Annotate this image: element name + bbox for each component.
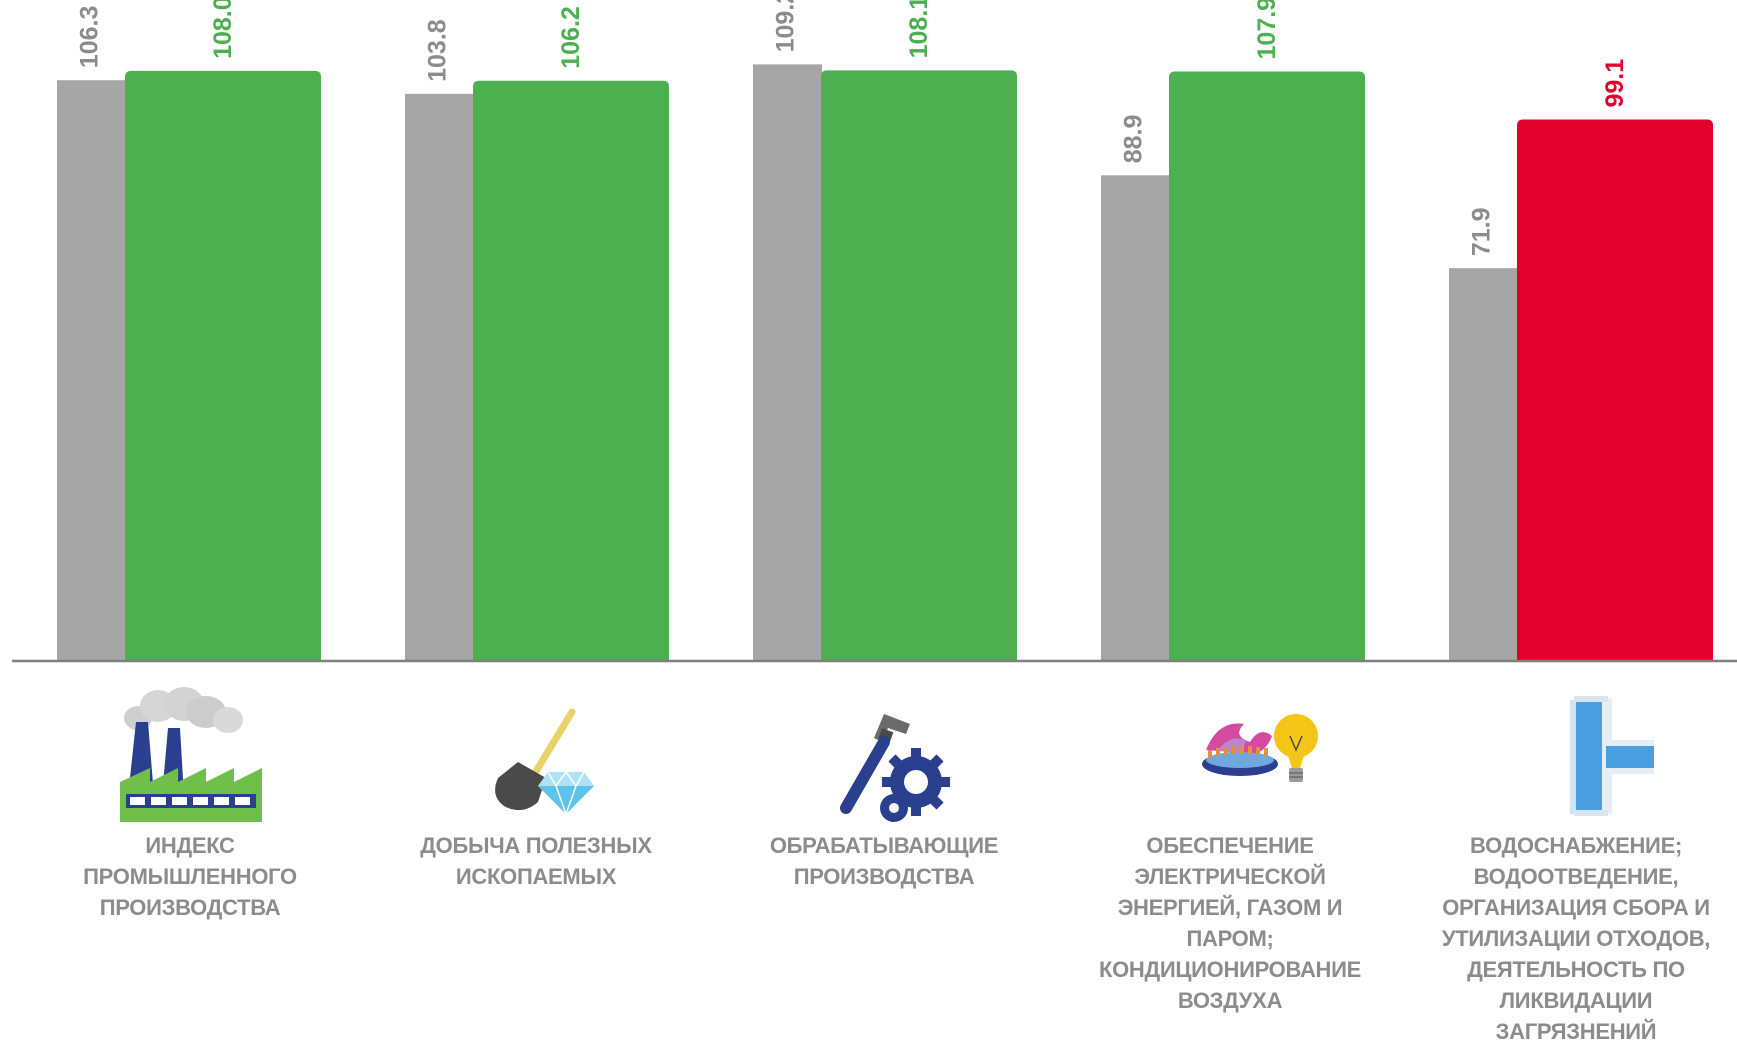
category-label-line: ЭЛЕКТРИЧЕСКОЙ xyxy=(1134,864,1326,889)
category-label-line: ВОЗДУХА xyxy=(1177,988,1283,1013)
bars-layer xyxy=(57,64,1713,662)
gas-burner-lightbulb-icon xyxy=(1202,714,1318,782)
category-label-line: ЗАГРЯЗНЕНИЙ xyxy=(1495,1019,1657,1044)
bar-current xyxy=(1169,71,1365,661)
water-pipe-icon xyxy=(1570,696,1654,816)
category-label-line: ПРОМЫШЛЕННОГО xyxy=(83,864,297,889)
category-label-line: ПРОИЗВОДСТВА xyxy=(793,864,975,889)
category-label-line: ПАРОМ; xyxy=(1186,926,1274,951)
value-labels-layer: 106.3 108.0 103.8 106.2 109.2 108.1 88.9 107.9 7… xyxy=(76,0,1630,256)
hammer-gear-icon xyxy=(840,714,950,822)
category-label: ОБРАБАТЫВАЮЩИЕ ПРОИЗВОДСТВА xyxy=(734,830,1034,892)
category-label-line: ДЕЯТЕЛЬНОСТЬ ПО xyxy=(1467,957,1685,982)
value-label-previous: 103.8 xyxy=(424,19,452,82)
value-label-current: 108.0 xyxy=(209,0,237,59)
value-label-current: 99.1 xyxy=(1601,59,1629,108)
category-label-line: ИСКОПАЕМЫХ xyxy=(455,864,617,889)
value-label-current: 106.2 xyxy=(557,6,585,69)
value-label-previous: 106.3 xyxy=(76,6,104,69)
category-label-line: ПРОИЗВОДСТВА xyxy=(99,895,281,920)
bar-previous xyxy=(405,93,474,662)
bar-current xyxy=(473,80,669,661)
bar-previous xyxy=(57,80,126,661)
category-label-line: УТИЛИЗАЦИИ ОТХОДОВ, xyxy=(1441,926,1711,951)
category-label: ДОБЫЧА ПОЛЕЗНЫХ ИСКОПАЕМЫХ xyxy=(386,830,686,892)
category-label-line: ОБРАБАТЫВАЮЩИЕ xyxy=(769,833,999,858)
category-label-line: ЛИКВИДАЦИИ xyxy=(1499,988,1653,1013)
category-label: ИНДЕКС ПРОМЫШЛЕННОГО ПРОИЗВОДСТВА xyxy=(40,830,340,923)
value-label-current: 108.1 xyxy=(905,0,933,58)
bar-current xyxy=(821,70,1017,661)
category-label-line: КОНДИЦИОНИРОВАНИЕ xyxy=(1098,957,1362,982)
value-label-previous: 88.9 xyxy=(1120,115,1148,164)
category-label-line: ИНДЕКС xyxy=(145,833,235,858)
bar-previous xyxy=(753,64,822,661)
category-label-line: ОРГАНИЗАЦИЯ СБОРА И xyxy=(1442,895,1710,920)
category-label-line: ЭНЕРГИЕЙ, ГАЗОМ И xyxy=(1117,895,1343,920)
category-label-line: ВОДООТВЕДЕНИЕ, xyxy=(1473,864,1679,889)
shovel-diamond-icon xyxy=(495,708,594,816)
category-label: ВОДОСНАБЖЕНИЕ; ВОДООТВЕДЕНИЕ, ОРГАНИЗАЦИЯ … xyxy=(1426,830,1726,1047)
bar-previous xyxy=(1101,175,1170,662)
bar-previous xyxy=(1449,268,1518,661)
category-label-line: ВОДОСНАБЖЕНИЕ; xyxy=(1470,833,1682,858)
factory-icon xyxy=(120,687,262,822)
category-label-line: ОБЕСПЕЧЕНИЕ xyxy=(1146,833,1314,858)
category-label-line: ДОБЫЧА ПОЛЕЗНЫХ xyxy=(420,833,652,858)
value-label-current: 107.9 xyxy=(1253,0,1281,59)
value-label-previous: 71.9 xyxy=(1468,207,1496,256)
value-label-previous: 109.2 xyxy=(772,0,800,52)
bar-current xyxy=(1517,119,1713,661)
bar-current xyxy=(125,70,321,662)
category-label: ОБЕСПЕЧЕНИЕ ЭЛЕКТРИЧЕСКОЙ ЭНЕРГИЕЙ, ГАЗОМ … xyxy=(1080,830,1380,1016)
